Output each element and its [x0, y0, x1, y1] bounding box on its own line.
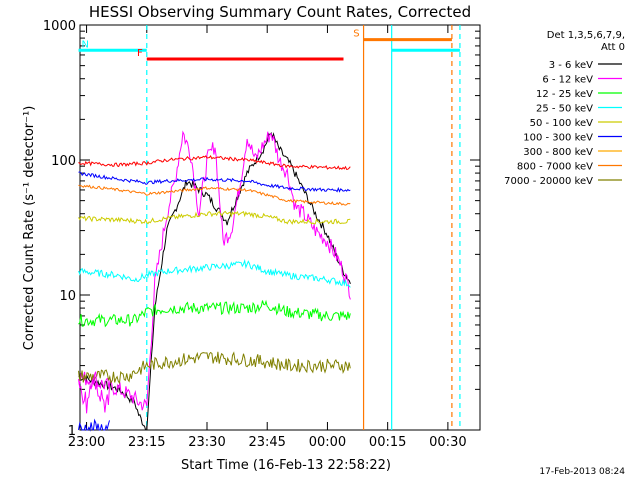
legend: Det 1,3,5,6,7,9,Att 0 3 - 6 keV 6 - 12 keV…: [504, 30, 625, 187]
legend-label: 6 - 12 keV: [542, 75, 593, 86]
legend-label: 50 - 100 keV: [530, 118, 594, 129]
x-tick-label: 00:15: [369, 435, 406, 450]
y-tick-label: 1000: [43, 19, 76, 34]
flag-label-f: F: [137, 48, 143, 59]
x-tick-label: 23:45: [248, 435, 285, 450]
flag-label-s: S: [353, 29, 359, 40]
legend-header: Det 1,3,5,6,7,9,: [547, 30, 625, 41]
series-line-9: [78, 418, 110, 432]
legend-label: 100 - 300 keV: [523, 133, 593, 144]
series-line-3: [78, 258, 351, 288]
series-line-top: [78, 155, 351, 170]
plot-area: 23:00 23:15 23:30 23:45 00:00 00:15 00:30 1 10 10…: [43, 19, 481, 450]
y-tick-label: 10: [59, 289, 76, 304]
flag-label-n: N: [82, 39, 89, 50]
x-tick-label: 00:30: [429, 435, 466, 450]
x-tick-label: 23:15: [128, 435, 165, 450]
series-line-8: [78, 351, 351, 385]
legend-label: 300 - 800 keV: [523, 147, 593, 158]
legend-label: 25 - 50 keV: [536, 104, 593, 115]
y-axis-label: Corrected Count Rate (s⁻¹ detector⁻¹): [22, 106, 37, 351]
chart-title: HESSI Observing Summary Count Rates, Cor…: [89, 3, 471, 21]
footer-stamp: 17-Feb-2013 08:24: [539, 467, 625, 477]
x-tick-label: 23:00: [68, 435, 105, 450]
series-line-5: [78, 171, 351, 193]
y-tick-label: 100: [51, 154, 76, 169]
x-tick-label: 00:00: [309, 435, 346, 450]
legend-label: 12 - 25 keV: [536, 89, 593, 100]
plot-frame: [79, 24, 481, 431]
y-tick-label: 1: [68, 424, 76, 439]
legend-header: Att 0: [601, 42, 625, 53]
series-line-10: [78, 371, 110, 414]
series-line-2: [78, 299, 351, 328]
series-line-7: [78, 184, 351, 206]
legend-label: 800 - 7000 keV: [517, 162, 593, 173]
legend-label: 3 - 6 keV: [549, 60, 593, 71]
x-axis-label: Start Time (16-Feb-13 22:58:22): [181, 458, 391, 473]
series-line-1: [78, 130, 351, 411]
series-line-4: [78, 210, 351, 225]
x-tick-label: 23:30: [188, 435, 225, 450]
legend-label: 7000 - 20000 keV: [504, 176, 593, 187]
